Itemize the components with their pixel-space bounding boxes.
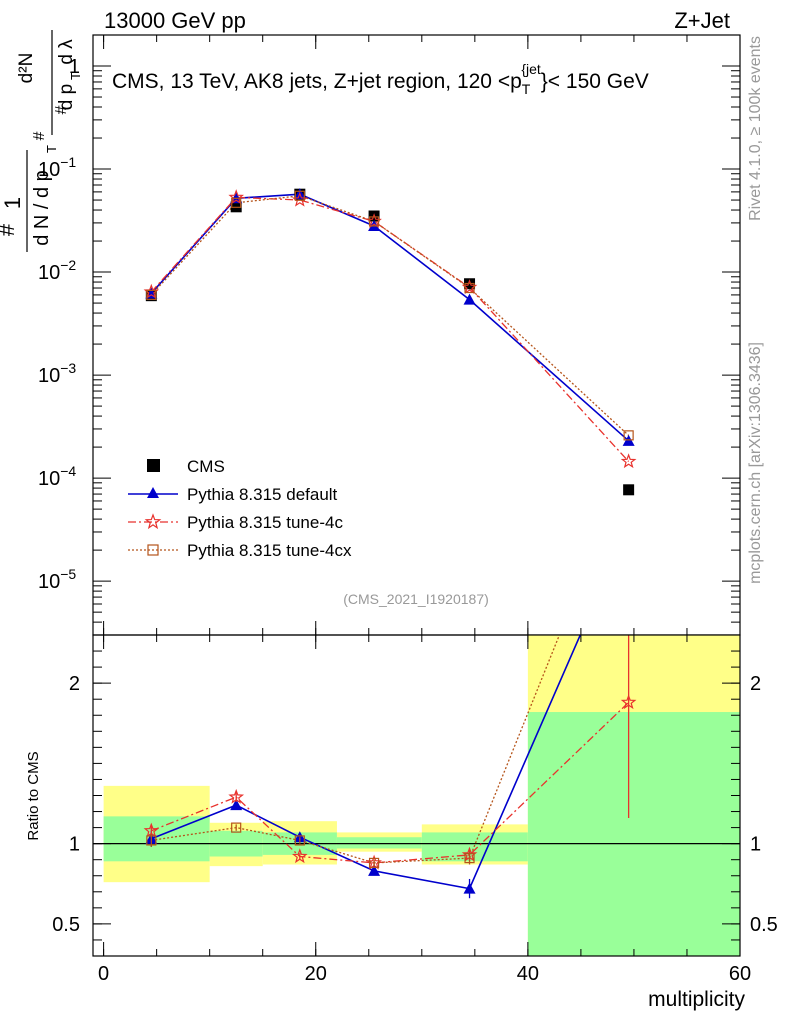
svg-text:#: #: [31, 131, 48, 140]
ratio-tune4c-point: [620, 694, 637, 710]
ratio-default-point: [463, 882, 476, 894]
legend-label-tune4cx: Pythia 8.315 tune-4cx: [187, 541, 352, 560]
ratio-tune4cx-point: [231, 822, 242, 833]
ratio-tune4cx-point: [146, 835, 157, 846]
energy-label: 13000 GeV pp: [104, 8, 246, 33]
tune4c-point: [228, 189, 245, 205]
ratio-default-point: [230, 799, 243, 811]
ratio-tune4cx-point: [368, 857, 380, 869]
ratio-y-tick-label: 2: [69, 673, 80, 695]
tune4c-point: [620, 453, 637, 469]
tune4cx-point: [368, 216, 380, 227]
ratio-series-line: [151, 701, 630, 864]
ratio-tune4c-point: [143, 822, 160, 838]
tune4cx-point: [146, 289, 157, 301]
ratio-plot-frame: [92, 634, 741, 957]
svg-text:d²N: d²N: [16, 53, 37, 84]
ratio-tune4c-point: [228, 788, 245, 804]
main-y-tick-label: 10−5: [38, 566, 76, 593]
main-y-tick-label: 1: [69, 56, 80, 78]
main-plot-background: [93, 35, 740, 635]
legend-marker-tune4cx: [147, 544, 159, 556]
legend-label-tune4c: Pythia 8.315 tune-4c: [187, 513, 343, 532]
tune4cx-point: [464, 282, 475, 294]
ratio-y-tick-label: 0.5: [750, 914, 778, 936]
legend: CMS Pythia 8.315 default Pythia 8.315 tu…: [128, 457, 352, 560]
legend-marker-tune4c: [144, 513, 162, 530]
ratio-uncertainty-bands: [93, 635, 740, 956]
ratio-tune4c-point: [291, 848, 308, 864]
main-series-line: [150, 196, 630, 462]
default-point: [463, 293, 476, 305]
svg-text:d λ: d λ: [56, 39, 77, 65]
legend-marker-default: [147, 487, 159, 498]
ratio-series-layer: [143, 635, 637, 899]
main-y-axis-ticks: 1 10−1 10−2 10−3 10−4 10−5: [38, 34, 741, 636]
data-band-1sigma: [103, 816, 210, 862]
main-chart-title: CMS, 13 TeV, AK8 jets, Z+jet region, 120…: [112, 61, 649, 97]
ratio-plot-panel: 0.5 0.51 12 20 20 40 60 Ratio to CMS multiplic…: [25, 634, 778, 1011]
tune4cx-point: [231, 197, 242, 208]
svg-text:#: #: [53, 105, 70, 114]
ratio-axis-ticks: 0.5 0.51 12 20 20 40 60: [52, 635, 778, 985]
process-label: Z+Jet: [674, 8, 730, 33]
ratio-y-tick-label: 2: [750, 673, 761, 695]
x-tick-label: 40: [517, 963, 539, 985]
main-y-tick-label: 10−4: [38, 463, 76, 490]
tune4cx-point: [294, 190, 305, 201]
tune4cx-point: [623, 430, 634, 441]
data-band-1sigma: [527, 712, 740, 956]
main-y-tick-label: 10−1: [38, 154, 76, 181]
svg-text:T: T: [68, 72, 83, 80]
cms-data-point: [623, 484, 635, 496]
mcplots-credit-label: mcplots.cern.ch [arXiv:1306.3436]: [747, 342, 764, 584]
data-band-1sigma: [336, 837, 422, 849]
svg-text:#: #: [0, 223, 19, 236]
main-plot-panel: 1 10−1 10−2 10−3 10−4 10−5 CMS, 13 TeV, AK8 j…: [0, 30, 741, 636]
ratio-default-point: [368, 864, 381, 876]
data-band-1sigma: [421, 832, 528, 862]
main-y-tick-label: 10−3: [38, 360, 76, 387]
ratio-series-line: [151, 635, 561, 864]
svg-text:d N / d p: d N / d p: [31, 170, 53, 246]
rivet-version-label: Rivet 4.1.0, ≥ 100k events: [747, 36, 764, 221]
x-tick-label: 0: [98, 963, 109, 985]
main-series-line: [150, 195, 630, 436]
ratio-default-point: [293, 831, 306, 843]
ratio-y-axis-label: Ratio to CMS: [25, 751, 42, 840]
ratio-y-tick-label: 0.5: [52, 914, 80, 936]
legend-label-cms: CMS: [187, 457, 225, 476]
analysis-id-watermark: (CMS_2021_I1920187): [343, 591, 489, 607]
svg-text:T: T: [44, 145, 59, 153]
main-y-axis-label: # 1 d N / d p T # d²N d p T d λ #: [0, 30, 83, 252]
ratio-tune4cx-point: [294, 835, 305, 846]
ratio-y-tick-label: 1: [69, 834, 80, 856]
ratio-tune4cx-point: [464, 852, 475, 864]
svg-text:d p: d p: [56, 84, 77, 110]
x-axis-label: multiplicity: [648, 988, 745, 1011]
svg-text:1: 1: [0, 197, 25, 209]
main-series-layer: [143, 188, 637, 496]
ratio-series-line: [151, 635, 582, 890]
ratio-y-tick-label: 1: [750, 834, 761, 856]
legend-label-default: Pythia 8.315 default: [187, 485, 338, 504]
x-tick-label: 60: [729, 963, 751, 985]
main-y-tick-label: 10−2: [38, 257, 76, 284]
x-tick-label: 20: [305, 963, 327, 985]
legend-marker-cms: [147, 459, 160, 472]
